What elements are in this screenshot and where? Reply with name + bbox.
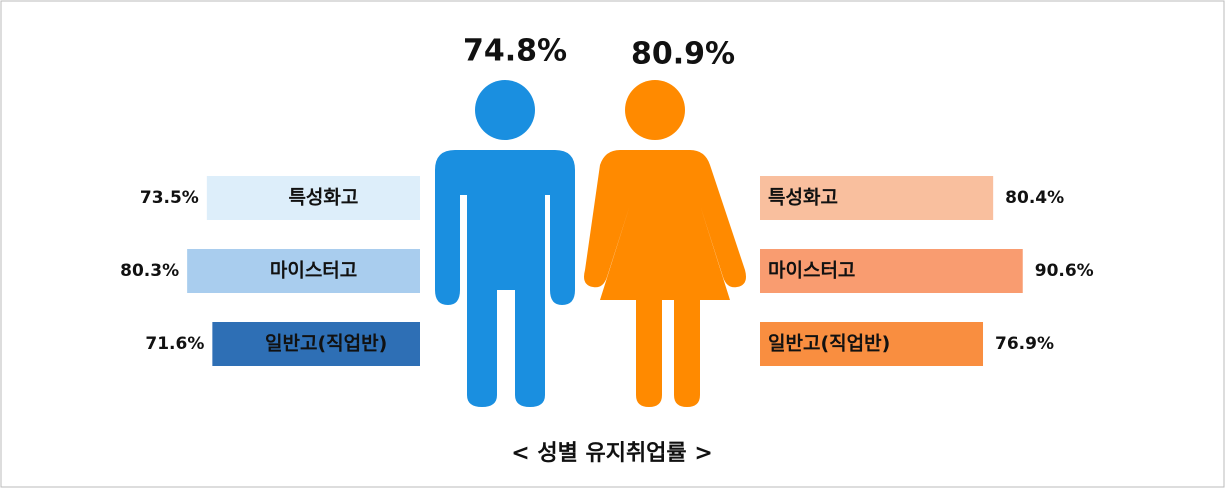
value-label: 71.6%	[145, 334, 204, 354]
female-figure	[584, 80, 746, 407]
value-label: 80.4%	[1005, 188, 1064, 208]
bar	[187, 249, 420, 293]
chart-title: < 성별 유지취업률 >	[511, 441, 713, 466]
bar	[760, 249, 1023, 293]
bar	[212, 322, 420, 366]
value-label: 73.5%	[140, 188, 199, 208]
category-label: 일반고(직업반)	[768, 333, 890, 355]
category-label: 일반고(직업반)	[265, 333, 387, 355]
category-label: 특성화고	[768, 187, 838, 209]
male-figure	[435, 80, 575, 407]
value-label: 90.6%	[1035, 261, 1094, 281]
value-label: 80.3%	[120, 261, 179, 281]
bar	[760, 322, 984, 366]
category-label: 마이스터고	[768, 260, 855, 282]
category-label: 특성화고	[288, 187, 358, 209]
bar	[760, 176, 994, 220]
bar	[206, 176, 420, 220]
value-label: 76.9%	[995, 334, 1054, 354]
total-label: 74.8%	[463, 34, 567, 69]
total-label: 80.9%	[631, 37, 735, 72]
category-label: 마이스터고	[270, 260, 357, 282]
